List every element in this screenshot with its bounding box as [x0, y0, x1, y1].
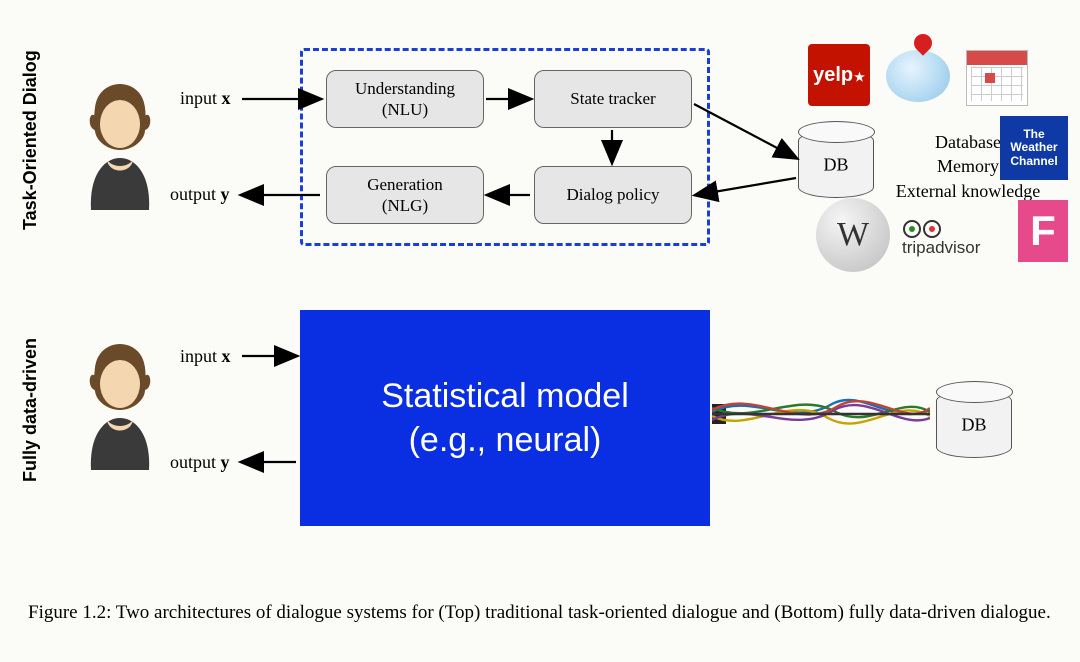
calendar-icon [966, 50, 1028, 106]
wikipedia-logo-icon: W [816, 198, 890, 272]
statistical-model-box: Statistical model (e.g., neural) [300, 310, 710, 526]
user-avatar-bottom [75, 340, 165, 475]
foursquare-logo-icon: F [1018, 200, 1068, 262]
cable-wires-icon [712, 382, 930, 444]
bottom-output-label: output y [170, 452, 230, 473]
db-top: DB [798, 130, 874, 198]
figure-caption: Figure 1.2: Two architectures of dialogu… [28, 600, 1052, 627]
top-output-label: output y [170, 184, 230, 205]
bottom-section-label: Fully data-driven [20, 320, 41, 500]
bottom-input-label: input x [180, 346, 231, 367]
state-tracker-box: State tracker [534, 70, 692, 128]
user-avatar-top [75, 80, 165, 215]
weather-channel-logo-icon: The Weather Channel [1000, 116, 1068, 180]
top-section-label: Task-Oriented Dialog [20, 40, 41, 240]
yelp-logo-icon: yelp [808, 44, 870, 106]
nlu-box: Understanding (NLU) [326, 70, 484, 128]
tripadvisor-logo-icon: tripadvisor [902, 218, 980, 258]
dialog-policy-box: Dialog policy [534, 166, 692, 224]
top-input-label: input x [180, 88, 231, 109]
db-bottom: DB [936, 390, 1012, 458]
map-globe-icon [886, 50, 950, 102]
nlg-box: Generation (NLG) [326, 166, 484, 224]
